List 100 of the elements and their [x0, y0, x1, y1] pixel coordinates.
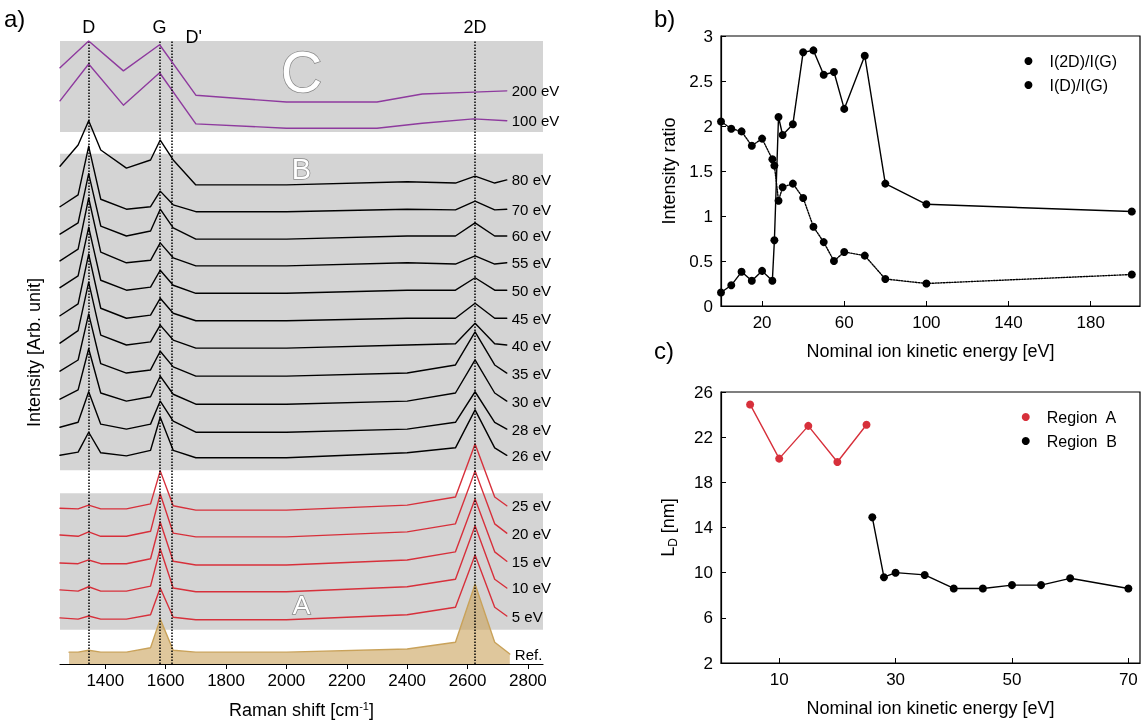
band-label: C	[280, 39, 323, 104]
x-tick-label: 2000	[267, 671, 306, 690]
x-tick-label: 2600	[448, 671, 487, 690]
point	[819, 238, 828, 247]
y-axis-title: Intensity [Arb. unit]	[24, 277, 44, 428]
point	[881, 275, 890, 283]
point	[717, 288, 725, 297]
point	[920, 570, 929, 579]
x-tick-label: 2400	[388, 671, 427, 690]
legend-label: Region A	[1046, 408, 1117, 426]
series-label: 70 eV	[511, 200, 551, 218]
series-label: 100 eV	[511, 112, 560, 130]
point	[868, 513, 877, 522]
point	[804, 421, 813, 430]
text: a)	[4, 4, 26, 32]
x-axis-title: Nominal ion kinetic energy [eV]	[806, 698, 1055, 718]
point	[747, 141, 756, 150]
x-tick-label: 2800	[508, 671, 547, 690]
point	[840, 248, 849, 256]
text: c)	[654, 336, 674, 364]
y-tick-label: 0	[703, 296, 713, 316]
series-label: 200 eV	[511, 82, 560, 100]
point	[727, 124, 736, 133]
x-tick-label: 70	[1118, 670, 1138, 689]
series-label: 40 eV	[511, 336, 551, 354]
point	[775, 454, 784, 463]
x-tick-label: 60	[834, 313, 854, 332]
x-tick-label: 30	[886, 670, 906, 689]
y-tick-label: 0.5	[689, 251, 713, 271]
point	[1127, 207, 1136, 216]
x-tick-label: 1800	[207, 671, 245, 690]
series-label: 25 eV	[511, 497, 551, 515]
point	[737, 267, 746, 276]
series-label: 28 eV	[511, 420, 551, 438]
point	[840, 104, 849, 113]
y-tick-label: 26	[694, 382, 713, 402]
series-label: 5 eV	[511, 607, 543, 625]
point	[922, 279, 931, 288]
point	[799, 194, 808, 202]
y-axis-title: Intensity ratio	[659, 117, 680, 225]
point	[809, 46, 818, 55]
point	[737, 127, 746, 136]
series-label: 10 eV	[511, 579, 551, 597]
x-tick-label: 1400	[86, 671, 125, 690]
point	[768, 276, 777, 285]
ref-line-label: D	[82, 17, 96, 37]
series-label: 50 eV	[511, 281, 551, 299]
legend-label: I(D)/I(G)	[1049, 76, 1109, 94]
band-label: B	[291, 153, 312, 186]
point	[778, 183, 787, 192]
y-tick-label: 3	[703, 26, 713, 46]
x-tick-label: 50	[1002, 670, 1022, 689]
series-label: 20 eV	[511, 524, 551, 542]
ref-line-label: G	[152, 17, 167, 37]
point	[949, 584, 958, 593]
x-tick-label: 100	[912, 313, 941, 332]
point	[746, 400, 755, 409]
series-label: 80 eV	[511, 171, 551, 189]
y-tick-label: 22	[694, 427, 713, 447]
point	[879, 573, 888, 582]
point	[774, 196, 783, 205]
point	[717, 117, 725, 126]
x-tick-label: 180	[1076, 313, 1105, 332]
point	[1066, 574, 1075, 583]
x-tick-label: 10	[769, 670, 789, 689]
series-label: 60 eV	[511, 227, 551, 245]
point	[829, 257, 838, 265]
point	[799, 48, 808, 57]
point	[788, 120, 797, 129]
point	[922, 200, 931, 209]
y-tick-label: 2.5	[689, 71, 713, 91]
point	[768, 155, 777, 164]
y-tick-label: 14	[694, 518, 713, 537]
series-label: 45 eV	[511, 309, 551, 327]
y-tick-label: 1	[703, 206, 713, 226]
x-tick-label: 140	[994, 313, 1023, 332]
legend-label: Region B	[1046, 432, 1117, 450]
y-tick-label: 6	[703, 608, 713, 628]
series-label: 30 eV	[511, 392, 551, 410]
point	[770, 161, 779, 170]
y-tick-label: 2	[703, 653, 713, 673]
point	[891, 568, 900, 577]
point	[833, 458, 842, 467]
point	[1007, 581, 1016, 590]
series-label: 55 eV	[511, 254, 551, 272]
point	[1124, 584, 1133, 593]
point	[788, 179, 797, 188]
x-tick-label: 2200	[327, 671, 366, 690]
point	[1037, 581, 1046, 590]
point	[860, 51, 869, 60]
x-axis-title: Nominal ion kinetic energy [eV]	[806, 341, 1055, 361]
point	[978, 584, 987, 593]
point	[778, 131, 787, 139]
point	[774, 113, 783, 121]
band-label: A	[292, 590, 311, 621]
point	[727, 281, 736, 290]
legend-label: I(2D)/I(G)	[1049, 52, 1117, 70]
point	[819, 70, 828, 79]
point	[758, 134, 767, 143]
series-label: 26 eV	[511, 446, 551, 464]
